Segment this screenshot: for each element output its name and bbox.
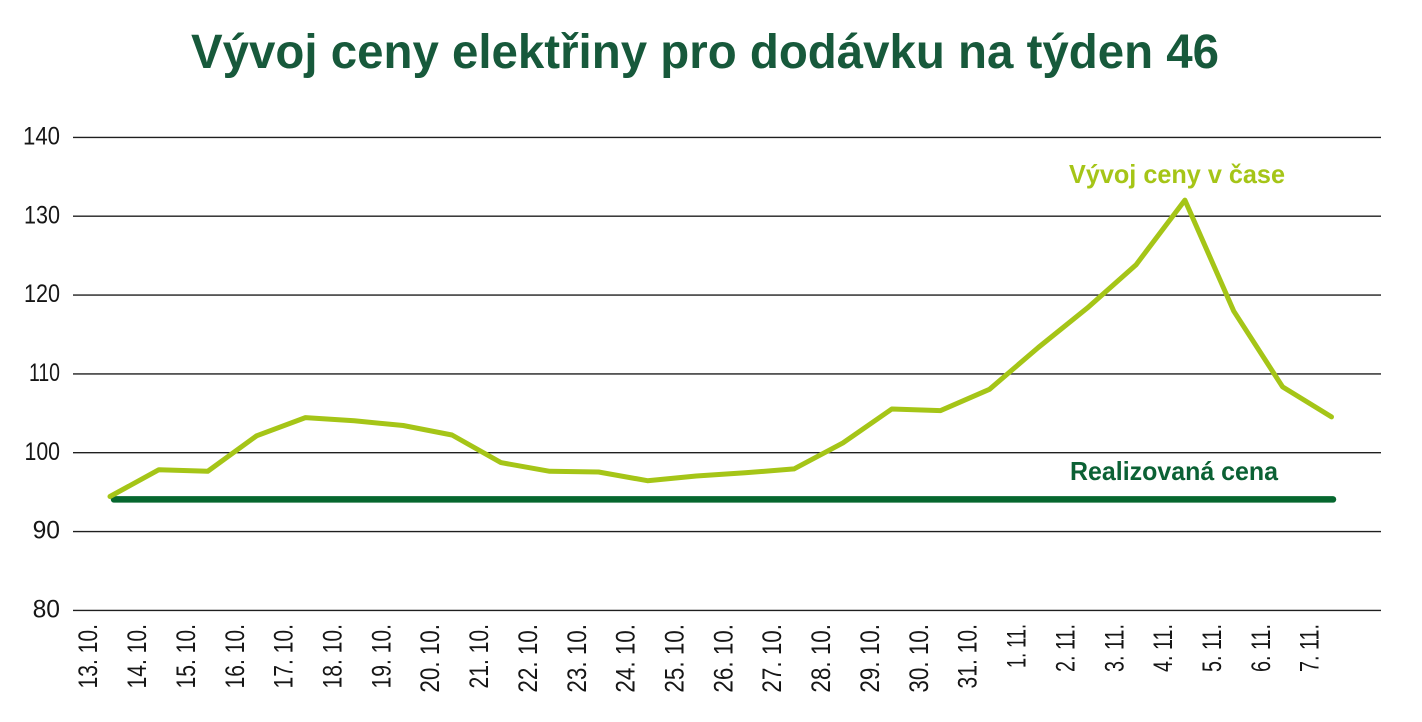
svg-text:16. 10.: 16. 10. bbox=[220, 624, 250, 689]
svg-text:7. 11.: 7. 11. bbox=[1295, 624, 1325, 672]
svg-text:29. 10.: 29. 10. bbox=[855, 624, 885, 693]
svg-text:5. 11.: 5. 11. bbox=[1197, 624, 1227, 672]
svg-text:30. 10.: 30. 10. bbox=[904, 624, 934, 693]
svg-text:130: 130 bbox=[24, 201, 60, 229]
svg-text:24. 10.: 24. 10. bbox=[611, 624, 641, 693]
svg-text:25. 10.: 25. 10. bbox=[660, 624, 690, 693]
svg-text:140: 140 bbox=[23, 123, 60, 151]
svg-text:Realizovaná cena: Realizovaná cena bbox=[1070, 456, 1279, 486]
svg-text:28. 10.: 28. 10. bbox=[806, 624, 836, 693]
svg-text:3. 11.: 3. 11. bbox=[1099, 624, 1129, 672]
svg-text:14. 10.: 14. 10. bbox=[122, 624, 152, 689]
svg-text:15. 10.: 15. 10. bbox=[171, 624, 201, 689]
svg-text:Vývoj ceny elektřiny pro dodáv: Vývoj ceny elektřiny pro dodávku na týde… bbox=[191, 26, 1219, 79]
svg-text:110: 110 bbox=[29, 359, 60, 387]
svg-text:27. 10.: 27. 10. bbox=[757, 624, 787, 693]
svg-text:21. 10.: 21. 10. bbox=[464, 624, 494, 689]
svg-text:23. 10.: 23. 10. bbox=[562, 624, 592, 693]
svg-text:31. 10.: 31. 10. bbox=[953, 624, 983, 689]
svg-text:Vývoj ceny v čase: Vývoj ceny v čase bbox=[1069, 159, 1285, 189]
svg-text:4. 11.: 4. 11. bbox=[1148, 624, 1178, 672]
svg-text:80: 80 bbox=[33, 596, 60, 624]
svg-text:120: 120 bbox=[24, 280, 60, 308]
svg-text:26. 10.: 26. 10. bbox=[708, 624, 738, 693]
svg-text:1. 11.: 1. 11. bbox=[1002, 624, 1032, 668]
svg-text:2. 11.: 2. 11. bbox=[1050, 624, 1080, 672]
svg-text:18. 10.: 18. 10. bbox=[318, 624, 348, 689]
svg-text:100: 100 bbox=[25, 438, 61, 466]
svg-text:20. 10.: 20. 10. bbox=[415, 624, 445, 693]
svg-text:19. 10.: 19. 10. bbox=[366, 624, 396, 689]
svg-text:6. 11.: 6. 11. bbox=[1246, 624, 1276, 672]
svg-text:22. 10.: 22. 10. bbox=[513, 624, 543, 693]
svg-text:90: 90 bbox=[33, 517, 60, 545]
svg-text:17. 10.: 17. 10. bbox=[269, 624, 299, 689]
svg-text:13. 10.: 13. 10. bbox=[73, 624, 103, 689]
